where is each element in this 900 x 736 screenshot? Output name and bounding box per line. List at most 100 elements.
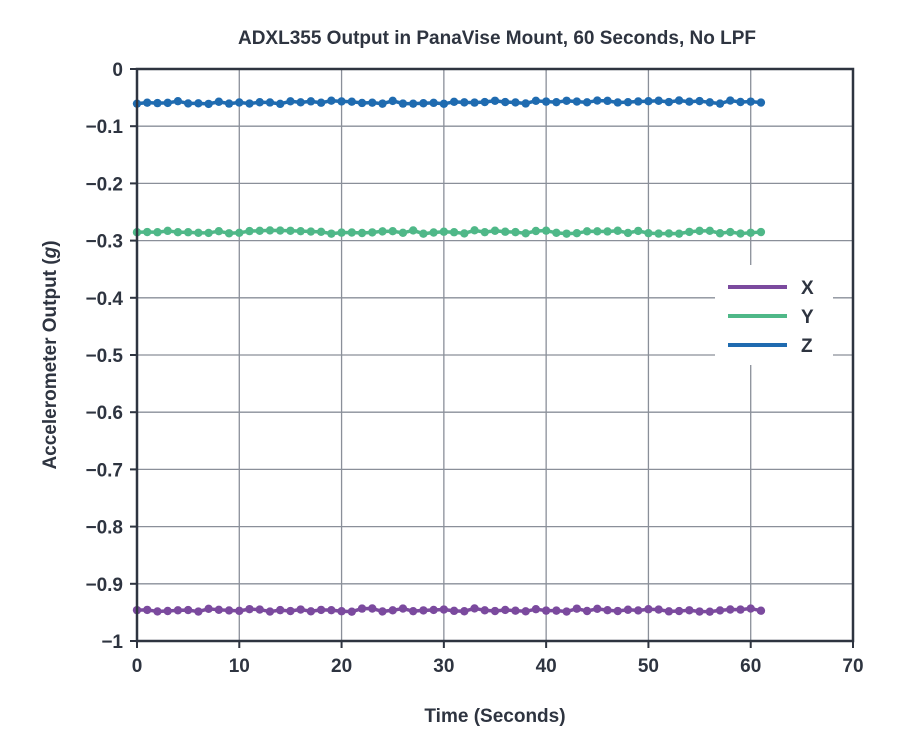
- data-point-y: [603, 227, 612, 236]
- data-point-z: [224, 99, 234, 108]
- y-axis-label-close: ): [40, 240, 61, 246]
- data-point-y: [664, 229, 674, 238]
- data-point-z: [552, 97, 561, 107]
- data-point-x: [572, 604, 582, 613]
- data-point-x: [439, 605, 449, 614]
- data-point-y: [644, 228, 653, 238]
- data-point-y: [337, 228, 346, 237]
- data-point-z: [460, 98, 469, 107]
- data-point-z: [501, 97, 510, 107]
- data-point-z: [419, 99, 428, 108]
- data-point-y: [736, 229, 745, 238]
- data-point-x: [511, 606, 520, 615]
- data-point-x: [388, 606, 397, 615]
- legend-label-x: X: [801, 278, 814, 299]
- data-point-z: [705, 98, 714, 107]
- data-point-y: [286, 226, 295, 235]
- data-point-z: [439, 99, 449, 108]
- data-point-y: [235, 228, 244, 238]
- data-point-y: [654, 229, 663, 238]
- data-point-z: [674, 96, 684, 105]
- data-point-z: [183, 99, 193, 108]
- y-tick-label: −1: [101, 632, 123, 653]
- data-point-y: [552, 228, 561, 238]
- data-point-x: [429, 605, 438, 615]
- data-point-z: [265, 98, 275, 107]
- data-point-z: [746, 97, 755, 106]
- data-point-y: [715, 229, 725, 238]
- data-point-y: [685, 227, 694, 237]
- data-point-y: [255, 226, 264, 235]
- data-point-x: [337, 607, 346, 616]
- data-point-x: [347, 607, 356, 616]
- data-point-x: [552, 606, 561, 615]
- data-point-y: [593, 227, 602, 236]
- data-point-x: [685, 606, 694, 615]
- x-tick-label: 70: [842, 656, 863, 677]
- data-point-z: [685, 97, 694, 106]
- data-point-y: [163, 226, 172, 236]
- legend-label-z: Z: [801, 336, 813, 357]
- data-point-z: [214, 97, 224, 106]
- data-point-x: [501, 605, 510, 615]
- data-point-x: [214, 605, 224, 615]
- data-point-x: [194, 607, 203, 616]
- data-point-y: [449, 228, 459, 237]
- data-point-z: [337, 97, 346, 106]
- data-point-x: [593, 604, 602, 613]
- data-point-z: [235, 98, 244, 107]
- y-tick-label: −0.1: [85, 117, 123, 138]
- data-point-z: [143, 98, 152, 107]
- data-point-z: [276, 99, 285, 109]
- y-tick-label: −0.8: [85, 518, 123, 539]
- y-ticks: 0 −0.1 −0.2 −0.3 −0.4 −0.5 −0.6 −0.7 −0.8 −0.9 −1: [85, 60, 137, 653]
- data-point-x: [449, 606, 459, 616]
- y-axis-label: Accelerometer Output (g): [40, 240, 61, 469]
- data-point-x: [521, 607, 530, 616]
- y-axis-label-main: Accelerometer Output (: [40, 258, 61, 470]
- data-point-x: [276, 605, 285, 615]
- data-point-x: [183, 605, 193, 615]
- data-point-y: [388, 227, 397, 236]
- chart-title: ADXL355 Output in PanaVise Mount, 60 Sec…: [238, 28, 756, 49]
- data-point-y: [541, 226, 551, 235]
- x-tick-label: 40: [536, 656, 557, 677]
- data-point-y: [276, 226, 285, 235]
- data-point-z: [286, 97, 295, 106]
- x-tick-label: 30: [433, 656, 454, 677]
- data-point-x: [327, 605, 336, 615]
- data-point-x: [173, 606, 183, 615]
- data-point-z: [357, 98, 367, 108]
- series-group: [132, 96, 766, 616]
- data-point-z: [296, 98, 305, 107]
- data-point-z: [449, 97, 459, 107]
- data-point-z: [695, 96, 704, 106]
- data-point-y: [378, 227, 387, 236]
- data-point-x: [705, 607, 714, 616]
- data-point-x: [286, 606, 295, 616]
- data-point-y: [613, 226, 622, 235]
- data-point-x: [224, 606, 234, 615]
- data-point-y: [634, 226, 643, 236]
- data-point-y: [306, 227, 316, 236]
- x-ticks: 0 10 20 30 40 50 60 70: [132, 641, 864, 677]
- data-point-x: [726, 605, 735, 614]
- data-point-x: [613, 606, 622, 616]
- data-point-z: [388, 96, 397, 106]
- data-point-z: [736, 97, 745, 107]
- data-point-x: [674, 606, 684, 616]
- data-point-z: [654, 96, 663, 105]
- data-point-z: [531, 96, 541, 106]
- data-point-x: [235, 606, 244, 616]
- x-tick-label: 0: [132, 656, 143, 677]
- data-point-z: [715, 99, 725, 108]
- data-point-x: [664, 607, 674, 616]
- data-point-y: [726, 227, 735, 237]
- data-point-y: [316, 227, 326, 237]
- data-point-x: [695, 607, 704, 616]
- data-point-z: [623, 97, 633, 107]
- data-point-x: [582, 606, 592, 616]
- data-point-z: [194, 99, 203, 108]
- y-axis-label-unit: g: [40, 246, 61, 259]
